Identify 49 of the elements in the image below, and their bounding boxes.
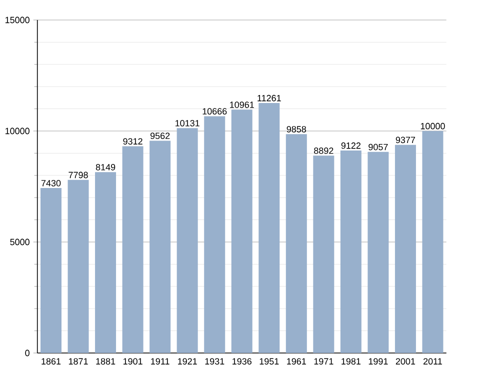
x-tick-label: 1971 [314, 358, 334, 365]
x-tick-label: 1931 [205, 358, 224, 365]
y-tick-label: 10000 [5, 128, 30, 134]
x-tick-label: 1951 [260, 358, 279, 365]
bar [422, 131, 444, 353]
bar [176, 128, 198, 353]
x-tick-label: 1936 [232, 358, 252, 365]
data-label: 10131 [176, 120, 200, 126]
bar [231, 110, 252, 353]
data-label: 10666 [202, 108, 227, 115]
x-tick-label: 2001 [396, 358, 416, 365]
bar [122, 146, 144, 353]
bar [204, 116, 226, 353]
bar [368, 152, 389, 353]
data-label: 8149 [96, 164, 116, 170]
x-tick-label: 1991 [368, 358, 388, 365]
x-tick-label: 1881 [96, 358, 116, 365]
data-label: 11261 [258, 94, 281, 102]
data-label: 9312 [123, 138, 142, 145]
data-label: 9562 [150, 132, 170, 140]
data-label: 8892 [314, 148, 334, 154]
data-label: 9122 [341, 142, 360, 149]
y-tick-label: 15000 [5, 16, 30, 24]
bar [68, 180, 89, 353]
x-tick-label: 1911 [151, 358, 170, 365]
data-label: 10961 [230, 102, 254, 108]
bar [258, 103, 280, 353]
y-tick-label: 0 [25, 350, 30, 356]
x-tick-label: 1861 [42, 358, 61, 365]
data-label: 9858 [286, 126, 306, 132]
bar [313, 156, 334, 353]
x-tick-label: 1961 [287, 358, 306, 365]
bar [286, 134, 307, 353]
data-label: 9377 [396, 136, 416, 144]
data-label: 7798 [68, 172, 88, 178]
bar [95, 172, 116, 353]
bar [150, 140, 171, 353]
data-label: 10000 [420, 122, 445, 130]
x-tick-label: 2011 [424, 358, 442, 365]
data-label: 9057 [368, 144, 388, 150]
x-tick-label: 1921 [178, 358, 197, 365]
x-tick-label: 1901 [123, 358, 142, 365]
bar [40, 188, 62, 353]
data-label: 7430 [41, 180, 61, 186]
x-tick-label: 1871 [68, 358, 88, 365]
y-tick-label: 5000 [10, 238, 30, 246]
bar [340, 150, 362, 353]
x-tick-label: 1981 [342, 358, 360, 365]
bar [394, 144, 416, 353]
